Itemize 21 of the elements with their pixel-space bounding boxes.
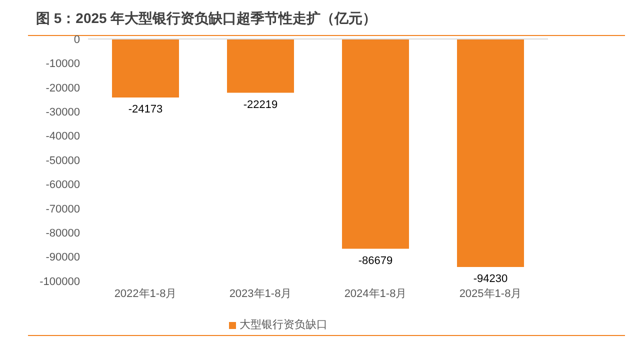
y-tick-label: -80000	[46, 228, 80, 240]
x-tick-label: 2023年1-8月	[229, 288, 292, 300]
data-label: -24173	[128, 104, 163, 116]
y-tick-label: -70000	[46, 203, 80, 216]
y-tick-label: -60000	[46, 179, 80, 192]
data-label: -86679	[358, 254, 393, 267]
y-tick-label: -30000	[46, 106, 80, 119]
x-tick-label: 2024年1-8月	[344, 288, 407, 300]
y-tick-label: -50000	[46, 154, 80, 167]
legend-label: 大型银行资负缺口	[240, 319, 328, 331]
y-tick-label: -40000	[46, 130, 80, 143]
y-tick-label: -20000	[46, 82, 80, 94]
y-tick-label: -10000	[46, 58, 80, 70]
y-tick-label: -100000	[40, 276, 80, 288]
y-tick-label: -90000	[46, 252, 80, 264]
data-label: -94230	[473, 273, 508, 286]
x-tick-label: 2025年1-8月	[459, 288, 522, 300]
y-tick-label: 0	[74, 34, 80, 46]
x-tick-label: 2022年1-8月	[114, 288, 177, 300]
chart-title: 图 5：2025 年大型银行资负缺口超季节性走扩（亿元）	[35, 9, 378, 28]
data-label: -22219	[243, 98, 278, 111]
